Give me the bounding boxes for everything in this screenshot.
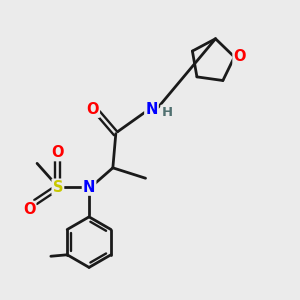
Text: S: S — [52, 180, 63, 195]
Text: O: O — [23, 202, 35, 217]
Text: H: H — [161, 106, 172, 119]
Text: O: O — [86, 102, 99, 117]
Text: N: N — [83, 180, 95, 195]
Text: N: N — [145, 102, 158, 117]
Text: O: O — [233, 50, 246, 64]
Text: O: O — [52, 145, 64, 160]
